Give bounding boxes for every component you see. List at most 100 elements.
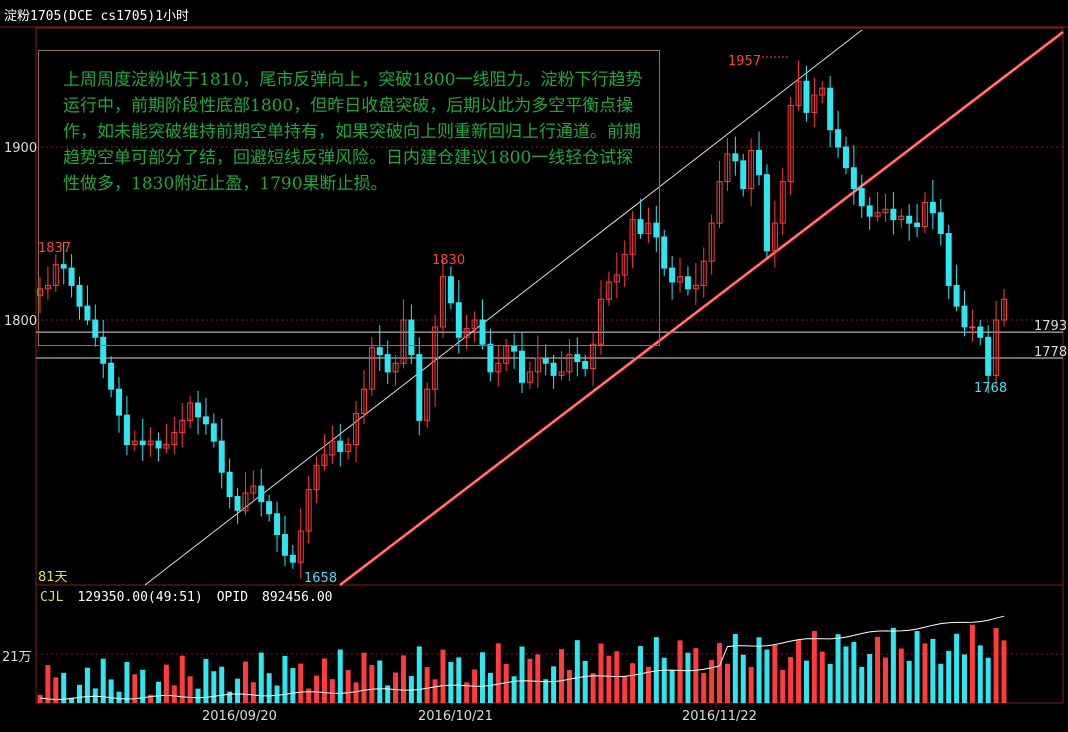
volume-bar	[590, 673, 596, 703]
volume-bar	[124, 662, 130, 703]
volume-bar	[440, 649, 446, 703]
candle-body	[100, 336, 107, 364]
candle-body	[37, 288, 43, 297]
candle-body	[305, 489, 312, 532]
volume-bar	[867, 653, 873, 703]
candle-body	[392, 362, 399, 373]
volume-bar	[740, 654, 746, 703]
candle-body	[993, 319, 1000, 376]
candle-body	[519, 350, 525, 383]
volume-bar	[961, 654, 967, 703]
candle-body	[345, 444, 352, 452]
candle-body	[163, 444, 170, 449]
candle-body	[511, 345, 518, 352]
candle-body	[724, 153, 731, 183]
volume-bar	[171, 685, 177, 703]
volume-bar	[898, 648, 904, 703]
volume-bar	[274, 685, 280, 703]
volume-bar	[187, 676, 193, 703]
candle-body	[202, 416, 209, 425]
candle-body	[637, 219, 644, 235]
candle-body	[76, 284, 83, 307]
candle-body	[44, 284, 51, 290]
candle-body	[882, 208, 889, 214]
volume-bar	[148, 694, 154, 703]
volume-bar	[685, 652, 691, 703]
volume-bar	[424, 667, 430, 703]
volume-bar	[519, 646, 525, 703]
volume-bar	[638, 646, 644, 703]
chart-title: 淀粉1705(DCE cs1705)1小时	[4, 9, 190, 24]
volume-bar	[116, 691, 122, 703]
volume-bar	[796, 639, 802, 703]
volume-bar	[45, 665, 51, 703]
volume-bar	[875, 636, 881, 703]
candle-body	[977, 326, 984, 338]
candle-body	[108, 362, 115, 390]
candle-body	[234, 495, 241, 511]
candle-body	[598, 298, 605, 345]
candle-body	[281, 534, 288, 556]
candle-body	[408, 319, 415, 356]
volume-bar	[156, 681, 162, 703]
volume-bar	[993, 628, 999, 703]
volume-bar	[677, 640, 683, 703]
candle-body	[353, 412, 360, 446]
volume-bar	[337, 649, 343, 703]
opid-value: 892456.00	[262, 590, 333, 605]
volume-bar	[614, 651, 620, 703]
candle-body	[266, 501, 273, 515]
candle-body	[621, 253, 628, 276]
candle-body	[313, 464, 320, 491]
candle-body	[526, 371, 533, 383]
candle-body	[819, 87, 826, 96]
volume-bar	[416, 646, 422, 703]
volume-bar	[464, 682, 470, 703]
volume-bar	[258, 652, 264, 703]
volume-bar	[266, 673, 272, 703]
volume-bar	[487, 672, 493, 703]
volume-bar	[559, 649, 565, 703]
volume-bar	[551, 666, 557, 703]
volume-bar	[969, 624, 975, 703]
candle-body	[795, 80, 802, 106]
volume-bar	[717, 643, 723, 703]
candle-body	[139, 440, 146, 446]
candle-body	[874, 212, 881, 217]
candle-body	[84, 305, 91, 321]
candle-body	[771, 222, 778, 252]
volume-bar	[298, 663, 304, 703]
volume-bar	[77, 684, 83, 703]
price-label-1957: 1957	[728, 54, 761, 69]
candle-body	[763, 174, 770, 252]
candle-body	[329, 440, 336, 456]
volume-bar	[922, 643, 928, 703]
volume-bar	[938, 663, 944, 703]
volume-bar	[946, 650, 952, 703]
volume-bar	[503, 663, 509, 703]
candle-body	[985, 336, 992, 376]
candle-body	[376, 347, 383, 356]
channel-upper-line	[144, 29, 863, 586]
volume-bar	[321, 658, 327, 703]
volume-bar	[732, 634, 738, 703]
volume-bar	[724, 663, 730, 703]
candle-body	[68, 267, 75, 286]
volume-bar	[314, 675, 320, 703]
volume-bar	[606, 655, 612, 703]
volume-bar	[598, 643, 604, 703]
volume-bar	[748, 666, 754, 703]
volume-bar	[811, 630, 817, 703]
candle-body	[187, 402, 194, 421]
candle-body	[479, 319, 486, 345]
volume-bar	[329, 679, 335, 703]
volume-bar	[843, 646, 849, 703]
date-label: 2016/10/21	[418, 709, 493, 724]
volume-bar	[195, 688, 201, 703]
volume-bar	[645, 666, 651, 703]
volume-bar	[400, 655, 406, 703]
candle-body	[337, 440, 344, 452]
volume-bar	[235, 678, 241, 703]
candle-body	[779, 181, 786, 224]
volume-bar	[930, 638, 936, 703]
